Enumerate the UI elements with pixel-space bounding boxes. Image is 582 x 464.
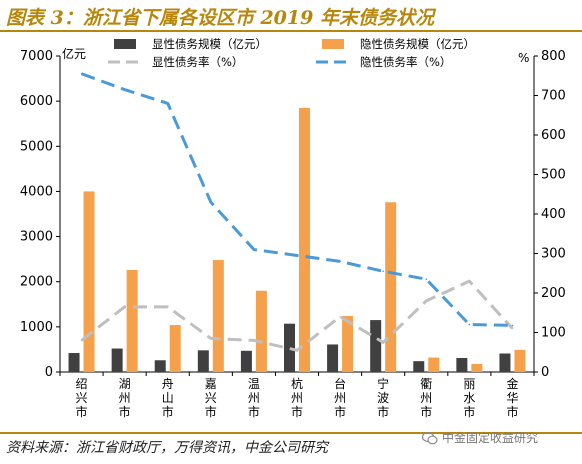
watermark-text: 中金固定收益研究 (442, 431, 539, 445)
explicit-bar-6 (327, 344, 339, 372)
hidden-rate-point-1 (123, 88, 126, 91)
explicit-rate-point-0 (80, 339, 83, 342)
explicit-rate-line (80, 279, 514, 352)
right-tick-label: 200 (541, 286, 566, 301)
left-tick-label: 0 (45, 365, 53, 380)
explicit-bar-2 (154, 360, 166, 372)
explicit-rate-point-6 (339, 315, 341, 318)
legend-label-1: 隐性债务规模（亿元） (360, 37, 475, 51)
rate-lines (80, 72, 514, 352)
hidden-bar-5 (299, 107, 310, 373)
explicit-rate-point-5 (296, 349, 298, 352)
source-note: 资料来源：浙江省财政厅，万得资讯，中金公司研究 (6, 440, 328, 456)
hidden-rate-point-5 (296, 254, 298, 257)
wechat-icon (422, 431, 438, 444)
left-tick-label: 1000 (20, 320, 53, 335)
hidden-bar-1 (126, 269, 138, 372)
x-tick-label-4: 温州市 (248, 377, 260, 419)
left-tick-label: 4000 (20, 184, 53, 199)
x-tick-label-7: 宁波市 (377, 376, 389, 419)
hidden-bar-9 (471, 363, 483, 372)
explicit-rate-point-4 (253, 339, 255, 342)
right-tick-label: 0 (541, 365, 549, 380)
explicit-bar-7 (370, 320, 382, 372)
right-tick-label: 400 (541, 207, 566, 222)
hidden-bar-4 (255, 290, 267, 372)
axes: 0 1000 2000 3000 4000 5000 6000 7000 0 100 200 300 4… (20, 49, 566, 419)
explicit-rate-point-10 (511, 327, 514, 330)
hidden-rate-point-4 (253, 248, 255, 251)
right-tick-label: 100 (541, 326, 566, 341)
hidden-rate-point-0 (80, 72, 83, 75)
explicit-rate-point-7 (382, 341, 384, 344)
hidden-bar-0 (83, 191, 95, 372)
hidden-bar-6 (342, 316, 354, 372)
hidden-rate-point-8 (425, 278, 428, 280)
watermark: 中金固定收益研究 (422, 429, 538, 446)
x-tick-label-8: 衢州市 (420, 377, 432, 419)
legend-label-3: 隐性债务率（%） (360, 55, 451, 69)
title-rule (0, 30, 582, 32)
left-tick-label: 3000 (20, 230, 53, 245)
x-tick-label-2: 舟山市 (162, 377, 174, 419)
right-axis-unit: % (518, 51, 529, 65)
explicit-rate-point-9 (468, 280, 471, 282)
explicit-rate-point-3 (210, 337, 212, 340)
chart-title: 图表 3：浙江省下属各设区市 2019 年末债务状况 (6, 7, 434, 29)
hidden-rate-point-3 (210, 201, 212, 203)
bars (68, 107, 526, 373)
hidden-bar-3 (212, 260, 224, 372)
x-tick-label-0: 绍兴市 (76, 377, 88, 419)
left-tick-label: 7000 (20, 49, 53, 64)
debt-chart: 0 1000 2000 3000 4000 5000 6000 7000 0 100 200 300 4… (20, 37, 566, 419)
x-tick-label-9: 丽水市 (463, 377, 475, 419)
explicit-bar-4 (240, 350, 252, 372)
explicit-bar-5 (284, 323, 295, 372)
source-rule (0, 432, 582, 434)
right-tick-label: 800 (541, 49, 566, 64)
hidden-bar-7 (385, 202, 397, 372)
legend-label-2: 显性债务率（%） (152, 55, 243, 69)
right-tick-label: 500 (541, 168, 566, 183)
right-tick-label: 700 (541, 89, 566, 104)
legend-swatch-1 (322, 39, 344, 49)
legend: 显性债务规模（亿元） 隐性债务规模（亿元） 显性债务率（%） 隐性债务率（%） (108, 37, 475, 69)
explicit-bar-10 (499, 353, 511, 372)
x-tick-label-1: 湖州市 (119, 376, 131, 419)
explicit-rate-point-8 (425, 300, 428, 302)
x-tick-label-6: 台州市 (334, 376, 346, 419)
x-tick-label-5: 杭州市 (291, 376, 303, 419)
hidden-rate-point-6 (339, 260, 341, 263)
explicit-rate-point-2 (166, 306, 169, 308)
hidden-bar-2 (169, 325, 181, 372)
x-tick-label-3: 嘉兴市 (205, 377, 217, 419)
hidden-rate-line (81, 72, 513, 327)
explicit-bar-8 (413, 361, 425, 372)
hidden-rate-point-9 (468, 323, 471, 326)
hidden-bar-10 (514, 349, 526, 372)
right-tick-label: 600 (541, 128, 566, 143)
hidden-rate-point-10 (511, 324, 514, 327)
legend-label-0: 显性债务规模（亿元） (152, 37, 267, 51)
left-tick-label: 6000 (20, 94, 53, 109)
left-tick-label: 2000 (20, 275, 53, 290)
explicit-bar-9 (456, 358, 468, 372)
explicit-bar-3 (197, 350, 209, 372)
left-axis-unit: 亿元 (62, 46, 86, 61)
x-tick-label-10: 金华市 (506, 376, 518, 419)
left-tick-label: 5000 (20, 139, 53, 154)
legend-swatch-0 (114, 39, 136, 49)
right-tick-label: 300 (541, 247, 566, 262)
explicit-rate-point-1 (123, 306, 126, 308)
hidden-rate-point-2 (166, 102, 169, 105)
hidden-bar-8 (428, 357, 440, 372)
explicit-bar-1 (111, 348, 123, 372)
explicit-bar-0 (68, 353, 80, 372)
hidden-rate-point-7 (382, 270, 384, 273)
